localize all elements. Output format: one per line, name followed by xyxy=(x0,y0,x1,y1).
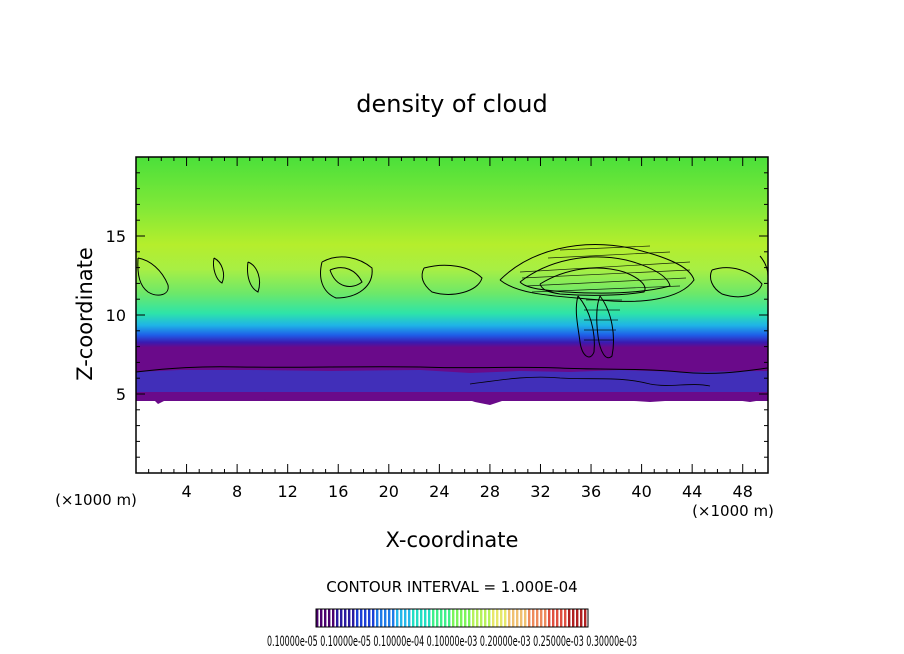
colorbar-swatch xyxy=(388,609,391,627)
colorbar-swatch xyxy=(364,609,367,627)
colorbar-swatch xyxy=(476,609,479,627)
colorbar-swatch xyxy=(316,609,319,627)
y-tick-label: 10 xyxy=(106,306,126,325)
x-tick-label: 36 xyxy=(581,482,601,501)
colorbar-swatch xyxy=(416,609,419,627)
x-tick-label: 12 xyxy=(278,482,298,501)
colorbar-swatch xyxy=(484,609,487,627)
colorbar-swatch xyxy=(360,609,363,627)
colorbar-swatch xyxy=(516,609,519,627)
colorbar-swatch xyxy=(408,609,411,627)
x-tick-label: 32 xyxy=(530,482,550,501)
colorbar-swatch xyxy=(376,609,379,627)
colorbar-swatch xyxy=(524,609,527,627)
colorbar-swatch xyxy=(404,609,407,627)
x-unit-label-left: (×1000 m) xyxy=(55,491,137,509)
heatmap-field xyxy=(136,157,768,405)
colorbar-swatch xyxy=(576,609,579,627)
colorbar-swatch xyxy=(372,609,375,627)
x-tick-label: 16 xyxy=(328,482,348,501)
colorbar-swatch xyxy=(580,609,583,627)
colorbar-swatch xyxy=(384,609,387,627)
colorbar-swatch xyxy=(504,609,507,627)
y-axis-ticks: 5 10 15 xyxy=(106,172,768,458)
colorbar-swatch xyxy=(328,609,331,627)
x-tick-label: 28 xyxy=(480,482,500,501)
colorbar-swatch xyxy=(500,609,503,627)
colorbar-swatch xyxy=(488,609,491,627)
x-tick-label: 20 xyxy=(379,482,399,501)
colorbar-swatch xyxy=(528,609,531,627)
y-tick-label: 15 xyxy=(106,227,126,246)
x-axis-ticks: 4 8 12 16 20 24 28 32 36 40 44 48 xyxy=(148,157,756,501)
colorbar-swatch xyxy=(536,609,539,627)
colorbar-swatch xyxy=(568,609,571,627)
colorbar-swatch xyxy=(464,609,467,627)
colorbar-swatch xyxy=(368,609,371,627)
colorbar-swatch xyxy=(452,609,455,627)
colorbar-swatch xyxy=(540,609,543,627)
colorbar-swatch xyxy=(336,609,339,627)
colorbar-swatch xyxy=(564,609,567,627)
colorbar-swatch xyxy=(344,609,347,627)
colorbar-tick-labels: 0.10000e-05 0.10000e-05 0.10000e-04 0.10… xyxy=(267,634,637,650)
colorbar-swatch xyxy=(456,609,459,627)
x-tick-label: 8 xyxy=(232,482,242,501)
colorbar-swatch xyxy=(424,609,427,627)
colorbar xyxy=(316,609,587,627)
x-unit-label-right: (×1000 m) xyxy=(692,502,774,520)
colorbar-swatch xyxy=(508,609,511,627)
colorbar-swatch xyxy=(532,609,535,627)
colorbar-swatch xyxy=(560,609,563,627)
colorbar-swatch xyxy=(348,609,351,627)
colorbar-swatch xyxy=(460,609,463,627)
colorbar-swatch xyxy=(496,609,499,627)
contour-interval-label: CONTOUR INTERVAL = 1.000E-04 xyxy=(326,578,577,596)
colorbar-swatch xyxy=(584,609,587,627)
colorbar-swatch xyxy=(332,609,335,627)
colorbar-swatch xyxy=(352,609,355,627)
colorbar-swatch xyxy=(340,609,343,627)
colorbar-swatch xyxy=(428,609,431,627)
colorbar-swatch xyxy=(396,609,399,627)
colorbar-swatch xyxy=(512,609,515,627)
colorbar-swatch xyxy=(412,609,415,627)
colorbar-swatch xyxy=(324,609,327,627)
colorbar-swatch xyxy=(356,609,359,627)
colorbar-swatch xyxy=(552,609,555,627)
colorbar-swatch xyxy=(400,609,403,627)
colorbar-swatch xyxy=(448,609,451,627)
colorbar-swatch xyxy=(320,609,323,627)
chart-title: density of cloud xyxy=(356,90,547,118)
colorbar-swatch xyxy=(492,609,495,627)
colorbar-swatch xyxy=(544,609,547,627)
x-tick-label: 44 xyxy=(682,482,702,501)
colorbar-swatch xyxy=(392,609,395,627)
colorbar-swatch xyxy=(548,609,551,627)
colorbar-swatch xyxy=(472,609,475,627)
colorbar-swatch xyxy=(556,609,559,627)
colorbar-swatch xyxy=(380,609,383,627)
y-axis-label: Z-coordinate xyxy=(73,247,97,381)
x-tick-label: 24 xyxy=(429,482,449,501)
x-tick-label: 4 xyxy=(181,482,191,501)
colorbar-swatch xyxy=(444,609,447,627)
colorbar-swatch xyxy=(480,609,483,627)
x-tick-label: 48 xyxy=(733,482,753,501)
x-tick-label: 40 xyxy=(631,482,651,501)
colorbar-swatch xyxy=(440,609,443,627)
y-tick-label: 5 xyxy=(116,385,126,404)
colorbar-swatch xyxy=(572,609,575,627)
colorbar-frame xyxy=(315,608,589,628)
colorbar-swatch xyxy=(520,609,523,627)
colorbar-swatch xyxy=(436,609,439,627)
colorbar-swatch xyxy=(468,609,471,627)
colorbar-swatch xyxy=(420,609,423,627)
colorbar-swatch xyxy=(432,609,435,627)
x-axis-label: X-coordinate xyxy=(386,528,519,552)
